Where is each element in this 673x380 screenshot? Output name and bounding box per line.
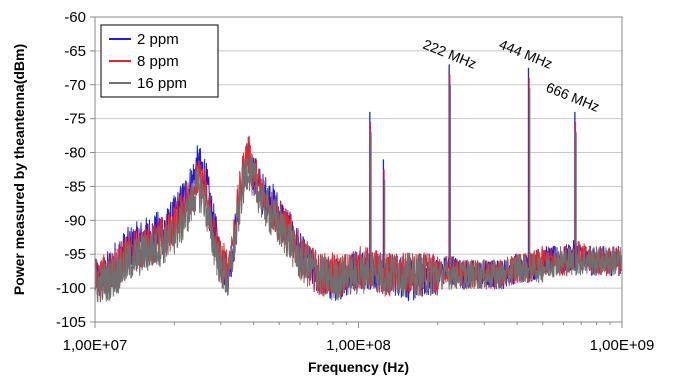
legend-label: 16 ppm — [137, 75, 187, 92]
legend-item: 16 ppm — [109, 75, 187, 92]
x-tick-label: 1,00E+07 — [63, 337, 128, 354]
peak-layer — [369, 64, 577, 268]
y-tick-label: -105 — [56, 314, 86, 331]
peak-annotation: 444 MHz — [497, 36, 555, 72]
series-layer — [94, 135, 623, 303]
y-tick-label: -65 — [64, 43, 86, 60]
y-axis-title: Power measured by theantenna(dBm) — [11, 44, 27, 295]
x-tick-label: 1,00E+09 — [590, 337, 655, 354]
legend-item: 2 ppm — [109, 31, 179, 48]
legend: 2 ppm 8 ppm 16 ppm — [100, 24, 219, 98]
y-tick-label: -85 — [64, 178, 86, 195]
x-axis-title: Frequency (Hz) — [308, 359, 409, 375]
y-axis-ticks: -60 -65 -70 -75 -80 -85 -90 -95 -100 -105 — [56, 9, 95, 331]
peak-annotation: 222 MHz — [421, 36, 479, 72]
y-tick-label: -95 — [64, 246, 86, 263]
series-line-16-ppm — [94, 153, 623, 303]
legend-item: 8 ppm — [109, 53, 179, 70]
y-tick-label: -100 — [56, 280, 86, 297]
y-tick-label: -75 — [64, 111, 86, 128]
legend-label: 2 ppm — [137, 31, 179, 48]
legend-label: 8 ppm — [137, 53, 179, 70]
y-tick-label: -70 — [64, 77, 86, 94]
y-tick-label: -90 — [64, 212, 86, 229]
x-tick-label: 1,00E+08 — [326, 337, 391, 354]
y-tick-label: -80 — [64, 145, 86, 162]
x-axis-ticks: 1,00E+07 1,00E+08 1,00E+09 — [63, 322, 655, 354]
y-tick-label: -60 — [64, 9, 86, 26]
